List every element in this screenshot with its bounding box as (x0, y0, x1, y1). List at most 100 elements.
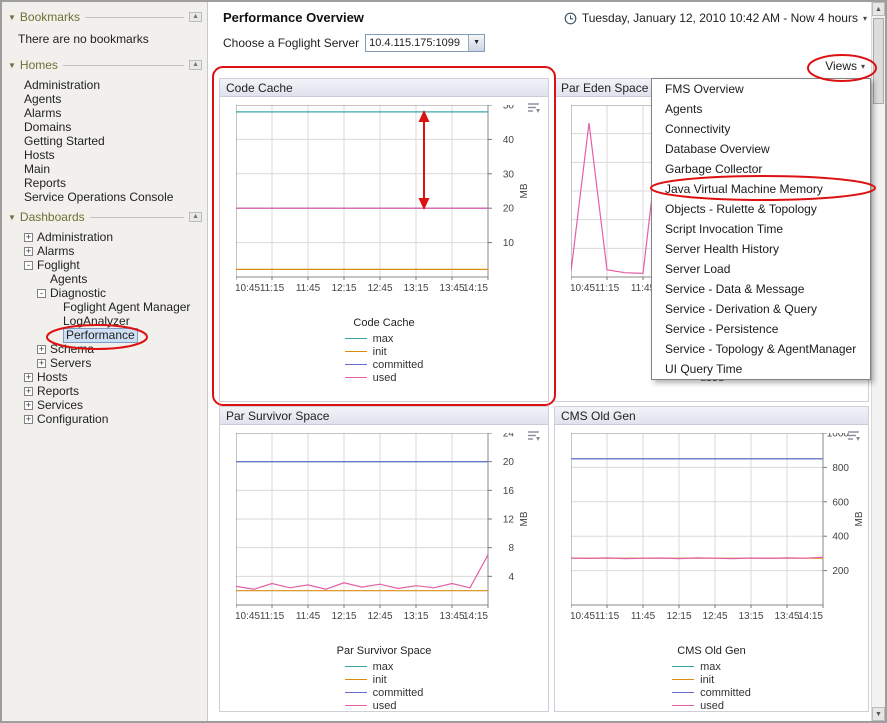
collapse-node-icon[interactable]: - (37, 288, 46, 298)
svg-text:13:45: 13:45 (439, 611, 464, 622)
section-collapse-triangle-icon[interactable]: ▼ (8, 60, 16, 70)
svg-text:13:45: 13:45 (439, 283, 464, 294)
views-menu-item-service-derivation-query[interactable]: Service - Derivation & Query (665, 302, 818, 316)
sidebar-item-hosts[interactable]: Hosts (24, 148, 55, 162)
svg-text:10:45: 10:45 (236, 283, 260, 294)
views-menu-item-server-load[interactable]: Server Load (665, 262, 731, 276)
chart-plot[interactable]: 10 20 30 40 50 10:45 11:15 11:45 12:15 12:45 13:15… (235, 101, 548, 299)
expand-node-icon[interactable]: + (24, 413, 33, 424)
tree-item-servers[interactable]: + Servers (2, 356, 207, 370)
select-dropdown-icon[interactable]: ▼ (468, 35, 485, 51)
legend-item-committed: committed (672, 686, 751, 699)
tree-item-alarms[interactable]: + Alarms (2, 244, 207, 258)
sidebar-item-domains[interactable]: Domains (24, 120, 72, 134)
chart-canvas[interactable]: 4 8 12 16 20 24 10:45 11:15 11:45 12:15 12:45 13:15… (235, 429, 532, 627)
expand-node-icon[interactable]: + (24, 385, 33, 396)
expand-node-icon[interactable]: + (37, 343, 46, 354)
views-menu-item-service-topology-agentmanager[interactable]: Service - Topology & AgentManager (665, 342, 857, 356)
tree-item-label: Performance (63, 327, 138, 343)
views-menu-item-service-persistence[interactable]: Service - Persistence (665, 322, 779, 336)
tree-item-configuration[interactable]: + Configuration (2, 412, 207, 426)
section-collapse-triangle-icon[interactable]: ▼ (8, 12, 16, 22)
expand-node-icon[interactable]: + (24, 231, 33, 242)
views-menu-item-objects-rulette-topology[interactable]: Objects - Rulette & Topology (665, 202, 817, 216)
chart-options-icon[interactable] (527, 101, 540, 114)
section-pin-icon[interactable]: ▲ (189, 12, 202, 22)
expand-node-icon[interactable]: + (37, 357, 46, 368)
views-button[interactable]: Views ▾ (825, 59, 865, 73)
server-select[interactable]: 10.4.115.175:1099 ▼ (365, 34, 486, 52)
views-menu-item-java-virtual-machine-memory[interactable]: Java Virtual Machine Memory (665, 182, 823, 196)
views-menu-item-server-health-history[interactable]: Server Health History (665, 242, 780, 256)
sidebar-item-service-operations-console[interactable]: Service Operations Console (24, 190, 174, 204)
svg-text:14:15: 14:15 (463, 283, 488, 294)
chart-canvas[interactable]: 10 20 30 40 50 10:45 11:15 11:45 12:15 12:45 13:15… (235, 101, 532, 299)
tree-item-reports[interactable]: + Reports (2, 384, 207, 398)
chart-plot[interactable]: 200 400 600 800 1000 10:45 11:15 11:45 12:15 12:4… (570, 429, 868, 627)
sidebar-item-administration[interactable]: Administration (24, 78, 101, 92)
chart-canvas[interactable]: 200 400 600 800 1000 10:45 11:15 11:45 12:15 12:4… (570, 429, 867, 627)
sidebar-item-agents[interactable]: Agents (24, 92, 62, 106)
expand-node-icon[interactable]: + (24, 371, 33, 382)
sidebar-item-getting-started[interactable]: Getting Started (24, 134, 105, 148)
chart-options-icon[interactable] (847, 429, 860, 442)
chart-plot[interactable]: 4 8 12 16 20 24 10:45 11:15 11:45 12:15 12:45 13:15… (235, 429, 548, 627)
clock-icon (564, 12, 577, 24)
legend-label: init (700, 673, 715, 686)
svg-text:11:15: 11:15 (260, 611, 285, 622)
views-menu-item-garbage-collector[interactable]: Garbage Collector (665, 162, 763, 176)
tree-item-administration[interactable]: + Administration (2, 230, 207, 244)
time-range-text: Tuesday, January 12, 2010 10:42 AM - Now… (581, 11, 858, 25)
svg-text:12:45: 12:45 (367, 283, 392, 294)
svg-text:400: 400 (832, 532, 849, 543)
views-menu-item-connectivity[interactable]: Connectivity (665, 122, 731, 136)
tree-item-schema[interactable]: + Schema (2, 342, 207, 356)
legend-swatch (672, 679, 695, 680)
tree-item-loganalyzer[interactable]: LogAnalyzer (2, 314, 207, 328)
sidebar-item-reports[interactable]: Reports (24, 176, 67, 190)
views-menu-item-database-overview[interactable]: Database Overview (665, 142, 770, 156)
svg-text:11:45: 11:45 (631, 611, 656, 622)
collapse-node-icon[interactable]: - (24, 260, 33, 270)
legend-swatch (344, 692, 367, 693)
svg-text:8: 8 (508, 543, 514, 554)
scroll-down-button[interactable]: ▼ (872, 707, 885, 721)
section-pin-icon[interactable]: ▲ (189, 212, 202, 222)
views-menu-item-agents[interactable]: Agents (665, 102, 703, 116)
sidebar-item-alarms[interactable]: Alarms (24, 106, 62, 120)
chart-options-icon[interactable] (527, 429, 540, 442)
views-menu-item-fms-overview[interactable]: FMS Overview (665, 82, 744, 96)
scroll-up-button[interactable]: ▲ (872, 2, 885, 16)
vertical-scrollbar[interactable]: ▲ ▼ (871, 2, 885, 721)
tree-item-diagnostic[interactable]: - Diagnostic (2, 286, 207, 300)
sidebar-item-main[interactable]: Main (24, 162, 51, 176)
legend-label: max (372, 332, 394, 345)
tree-item-hosts[interactable]: + Hosts (2, 370, 207, 384)
tree-item-label: Alarms (37, 243, 75, 258)
tree-item-label: Administration (37, 229, 114, 244)
svg-text:11:45: 11:45 (631, 283, 656, 294)
sidebar: ▼ Bookmarks ▲ There are no bookmarks ▼ H… (2, 2, 208, 721)
views-button-label: Views (825, 59, 857, 73)
section-collapse-triangle-icon[interactable]: ▼ (8, 212, 16, 222)
tree-item-foglight-agent-manager[interactable]: Foglight Agent Manager (2, 300, 207, 314)
section-pin-icon[interactable]: ▲ (189, 60, 202, 70)
scrollbar-thumb[interactable] (873, 18, 884, 104)
dashboards-section-header[interactable]: ▼ Dashboards ▲ (2, 208, 207, 226)
views-menu-item-script-invocation-time[interactable]: Script Invocation Time (665, 222, 784, 236)
homes-section-header[interactable]: ▼ Homes ▲ (2, 56, 207, 74)
views-menu-item-service-data-message[interactable]: Service - Data & Message (665, 282, 805, 296)
time-range-selector[interactable]: Tuesday, January 12, 2010 10:42 AM - Now… (564, 11, 867, 25)
tree-item-foglight[interactable]: - Foglight (2, 258, 207, 272)
tree-item-label: Diagnostic (50, 285, 107, 300)
tree-item-services[interactable]: + Services (2, 398, 207, 412)
views-menu-item-ui-query-time[interactable]: UI Query Time (665, 362, 743, 376)
bookmarks-section-header[interactable]: ▼ Bookmarks ▲ (2, 8, 207, 26)
dashboards-tree: + Administration + Alarms - Foglight Agents - Di… (2, 230, 207, 426)
svg-text:800: 800 (832, 463, 849, 474)
expand-node-icon[interactable]: + (24, 399, 33, 410)
server-select-label: Choose a Foglight Server (223, 36, 360, 50)
tree-item-performance[interactable]: Performance (2, 327, 207, 343)
tree-item-agents[interactable]: Agents (2, 272, 207, 286)
expand-node-icon[interactable]: + (24, 245, 33, 256)
